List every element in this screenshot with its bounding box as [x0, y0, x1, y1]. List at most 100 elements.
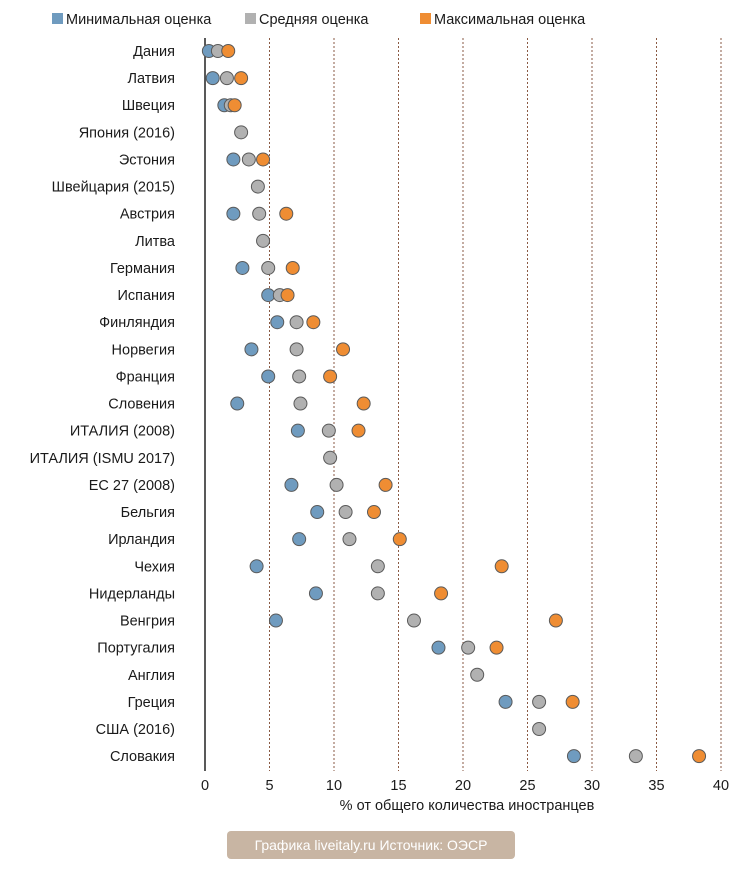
data-point — [392, 532, 407, 547]
x-tick-label: 5 — [265, 778, 273, 794]
data-point — [226, 152, 241, 167]
data-point — [329, 477, 344, 492]
data-point — [235, 260, 250, 275]
legend-swatch — [420, 13, 431, 24]
category-label: Франция — [116, 369, 175, 385]
legend-swatch — [245, 13, 256, 24]
data-point — [280, 288, 295, 303]
data-point — [470, 667, 485, 682]
data-point — [249, 559, 264, 574]
data-point — [406, 613, 421, 628]
data-point — [221, 44, 236, 58]
data-point — [461, 640, 476, 655]
category-label: Швеция — [122, 98, 175, 114]
category-label: Чехия — [134, 559, 175, 575]
data-point — [565, 694, 580, 709]
dot-plot-chart: Минимальная оценка Средняя оценка Максимал… — [30, 12, 729, 814]
data-point — [548, 613, 563, 628]
data-point — [338, 505, 353, 520]
x-tick-label: 35 — [648, 778, 664, 794]
data-point — [244, 342, 259, 357]
category-label: Эстония — [119, 152, 175, 168]
category-label: Испания — [117, 288, 175, 304]
legend-label: Минимальная оценка — [66, 12, 212, 28]
data-point — [289, 342, 304, 357]
data-point — [489, 640, 504, 655]
data-point — [292, 532, 307, 547]
source-note: Графика liveitaly.ru Источник: ОЭСР — [227, 831, 515, 859]
data-point — [431, 640, 446, 655]
category-label: Словакия — [110, 749, 175, 765]
x-tick-label: 15 — [390, 778, 406, 794]
data-point — [256, 233, 271, 248]
x-tick-label: 20 — [455, 778, 471, 794]
data-point — [566, 749, 581, 764]
category-labels: Дания Латвия Швеция Япония (2016) Эстония Шве… — [30, 44, 176, 765]
gridlines — [269, 38, 722, 771]
data-point — [227, 98, 242, 113]
data-point — [692, 749, 707, 764]
data-point — [289, 315, 304, 330]
data-point — [261, 260, 276, 275]
data-point — [323, 450, 338, 465]
data-point — [279, 206, 294, 221]
data-point — [532, 694, 547, 709]
data-point — [628, 749, 643, 764]
legend-swatch — [52, 13, 63, 24]
data-point — [241, 152, 256, 167]
category-label: Англия — [128, 668, 175, 684]
data-point — [306, 315, 321, 330]
data-point — [261, 369, 276, 384]
data-point — [336, 342, 351, 357]
data-point — [268, 613, 283, 628]
legend-label: Максимальная оценка — [434, 12, 586, 28]
category-label: Греция — [128, 695, 175, 711]
data-points — [201, 44, 707, 764]
data-point — [256, 152, 271, 167]
data-point — [205, 71, 220, 86]
data-point — [498, 694, 513, 709]
category-label: ИТАЛИЯ (ISMU 2017) — [30, 451, 175, 467]
data-point — [284, 477, 299, 492]
category-label: ЕС 27 (2008) — [89, 478, 175, 494]
category-label: Дания — [133, 44, 175, 60]
data-point — [321, 423, 336, 438]
data-point — [219, 71, 234, 86]
data-point — [378, 477, 393, 492]
x-tick-label: 40 — [713, 778, 729, 794]
data-point — [434, 586, 449, 601]
data-point — [532, 722, 547, 736]
x-tick-label: 25 — [519, 778, 535, 794]
category-label: Нидерланды — [89, 586, 175, 602]
data-point — [270, 315, 285, 330]
data-point — [351, 423, 366, 438]
data-point — [226, 206, 241, 221]
data-point — [250, 179, 265, 194]
data-point — [494, 559, 509, 574]
data-point — [342, 532, 357, 547]
category-label: США (2016) — [96, 722, 175, 738]
data-point — [290, 423, 305, 438]
data-point — [310, 505, 325, 520]
category-label: Португалия — [97, 641, 175, 657]
x-tick-label: 30 — [584, 778, 600, 794]
data-point — [252, 206, 267, 221]
data-point — [308, 586, 323, 601]
data-point — [293, 396, 308, 411]
data-point — [285, 260, 300, 275]
x-tick-label: 0 — [201, 778, 209, 794]
data-point — [230, 396, 245, 411]
category-label: Бельгия — [121, 505, 175, 521]
data-point — [356, 396, 371, 411]
x-tick-labels: 0 5 10 15 20 25 30 35 40 — [201, 778, 729, 794]
data-point — [366, 505, 381, 520]
category-label: Латвия — [127, 71, 175, 87]
category-label: Финляндия — [99, 315, 175, 331]
category-label: Ирландия — [108, 532, 175, 548]
category-label: Германия — [110, 261, 175, 277]
data-point — [370, 559, 385, 574]
category-label: Словения — [108, 397, 175, 413]
legend-label: Средняя оценка — [259, 12, 369, 28]
data-point — [261, 288, 276, 303]
category-label: Литва — [135, 234, 176, 250]
